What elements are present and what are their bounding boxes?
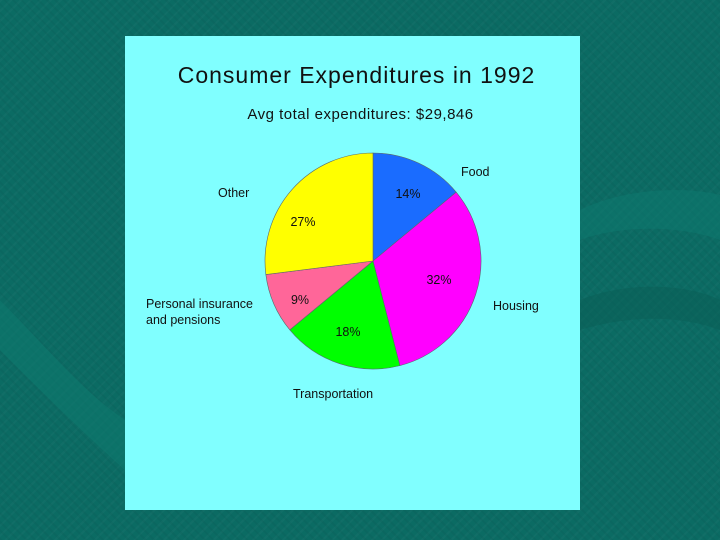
- slice-percent-personal-insurance-and-pensions: 9%: [291, 293, 309, 307]
- chart-panel: Consumer Expenditures in 1992 Avg total …: [125, 36, 580, 510]
- pie-chart: 14% Food 32% Housing 18% Transportation 9% Pers…: [146, 152, 539, 401]
- pie-slice-food: [372, 152, 457, 262]
- pie-slice-housing: [372, 191, 482, 366]
- slice-percent-food: 14%: [395, 187, 420, 201]
- chart-subtitle: Avg total expenditures: $29,846: [247, 106, 474, 123]
- slice-label-food: Food: [461, 165, 490, 179]
- slice-percent-housing: 32%: [426, 273, 451, 287]
- pie-slice-other: [264, 152, 374, 275]
- slice-label-personal-insurance-and-pensions: Personal insurance and pensions: [146, 297, 253, 327]
- chart-title: Consumer Expenditures in 1992: [177, 62, 536, 88]
- pie-slice-transportation: [289, 260, 401, 370]
- slice-percent-other: 27%: [290, 215, 315, 229]
- slice-percent-transportation: 18%: [335, 325, 360, 339]
- slice-label-housing: Housing: [493, 299, 539, 313]
- slice-label-other: Other: [218, 186, 249, 200]
- slice-label-transportation: Transportation: [293, 387, 373, 401]
